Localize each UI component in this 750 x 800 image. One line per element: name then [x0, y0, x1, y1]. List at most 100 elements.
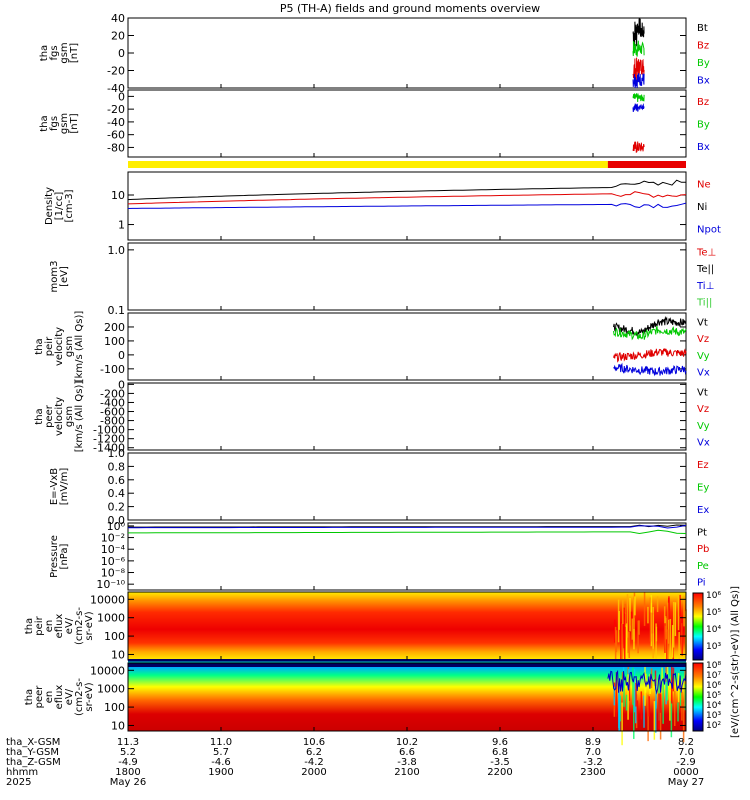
spectrogram-streak — [674, 691, 676, 726]
legend-Te||: Te|| — [696, 264, 714, 275]
panel-frame — [127, 382, 687, 451]
panel-4: 10 1 Density [1/cc] [cm-3] Ne Ni Npot — [44, 171, 721, 241]
y-axis-label: eV/ — [64, 617, 75, 634]
series-Pi — [128, 524, 687, 529]
y-axis-label: Pressure — [49, 535, 60, 578]
legend-Pi: Pi — [697, 578, 706, 589]
legend-Vy: Vy — [697, 351, 710, 362]
y-tick-label: 10 — [111, 719, 125, 732]
y-axis-label: peir — [44, 336, 55, 356]
legend-Ez: Ez — [697, 460, 709, 471]
spectrogram-streak — [633, 669, 636, 713]
spectrogram-streak — [623, 613, 626, 661]
spectrogram-streak — [672, 601, 675, 648]
spectrogram-streak — [679, 691, 682, 706]
series-By — [632, 93, 645, 103]
x-tick-label: 8.2 — [678, 737, 694, 748]
spectrogram-streak — [662, 677, 664, 724]
series-By — [632, 40, 645, 57]
legend-Ey: Ey — [697, 483, 709, 494]
x-tick-label: May 27 — [668, 777, 705, 788]
y-axis-label: tha — [34, 338, 45, 354]
spectrogram-streak — [614, 626, 617, 672]
y-tick-label: 0.6 — [108, 474, 126, 487]
y-tick-label: 1000 — [97, 612, 125, 625]
x-tick-label: 9.6 — [492, 737, 508, 748]
colorbar-tick: 10⁴ — [706, 625, 721, 635]
y-axis-label: tha — [24, 618, 35, 634]
spectrogram-streak — [667, 629, 669, 676]
spectrogram-streak — [617, 599, 620, 643]
colorbar-tick: 10⁶ — [706, 591, 721, 601]
spectrogram-streak — [648, 696, 650, 717]
spectrogram-streak — [655, 626, 658, 642]
series-Npot — [127, 202, 687, 209]
spectrogram-streak — [674, 602, 677, 637]
x-tick-label: 10.2 — [396, 737, 418, 748]
y-tick-label: -1200 — [93, 433, 125, 446]
y-axis-label: peir — [34, 615, 45, 635]
y-axis-label: mom3 — [49, 261, 60, 293]
legend-Pb: Pb — [697, 544, 709, 555]
y-axis-label: en — [44, 691, 55, 704]
colorbar-tick: 10⁸ — [706, 661, 721, 671]
y-tick-label: 0.8 — [108, 460, 126, 473]
series-Bz — [632, 57, 645, 84]
x-tick-label: 2000 — [301, 767, 326, 778]
x-tick-label: -2.9 — [676, 757, 696, 768]
y-axis-label: eV/ — [64, 688, 75, 705]
spectrogram-streak — [628, 631, 631, 659]
y-axis-label: velocity — [54, 327, 65, 366]
spectrogram-streak — [656, 596, 659, 613]
x-tick-label: 11.3 — [117, 737, 139, 748]
y-tick-label: -600 — [100, 406, 125, 419]
legend-Ex: Ex — [697, 505, 709, 516]
legend-Bx: Bx — [697, 142, 710, 153]
spectrogram-streak — [620, 622, 622, 662]
y-axis-label: [mV/m] — [59, 468, 70, 506]
status-bar-segment-2 — [607, 161, 686, 168]
x-tick-label: 2300 — [580, 767, 605, 778]
y-axis-label: gsm — [59, 42, 70, 63]
y-tick-label: -400 — [100, 396, 125, 409]
spectrogram-streak — [615, 672, 618, 717]
y-axis-label: fgs — [49, 116, 60, 131]
panel-3 — [128, 161, 686, 168]
x-tick-label: 7.0 — [678, 747, 694, 758]
series-Vz — [613, 348, 687, 363]
y-tick-label: 10000 — [90, 593, 125, 606]
spectrogram-trace — [607, 669, 687, 695]
y-axis-label: en — [44, 620, 55, 633]
spectrogram-streak — [683, 596, 685, 627]
x-tick-label: 6.6 — [399, 747, 415, 758]
spectrogram-streak — [621, 702, 623, 746]
spectrogram-streak — [677, 702, 679, 722]
legend-Ti||: Ti|| — [696, 298, 712, 309]
x-tick-label: 2200 — [487, 767, 512, 778]
y-axis-label: eflux — [54, 614, 65, 639]
spectrogram-streak — [629, 597, 631, 632]
spectrogram-streak — [632, 667, 634, 705]
spectrogram-streak — [658, 693, 660, 730]
y-axis-label: [km/s (All Qs)] — [74, 381, 85, 453]
legend-Pe: Pe — [697, 561, 709, 572]
x-tick-label: 0000 — [673, 767, 698, 778]
y-axis-label: gsm — [59, 113, 70, 134]
spectrogram-streak — [635, 682, 637, 707]
x-tick-label: -4.6 — [211, 757, 231, 768]
spectrogram-streak — [671, 625, 674, 658]
y-tick-label: 0.4 — [108, 487, 126, 500]
panel-2: 0-20-40-60-80 tha fgs gsm [nT] Bz By Bx — [39, 89, 710, 158]
series-Vt — [613, 315, 687, 337]
x-tick-label: 11.0 — [210, 737, 232, 748]
y-axis-label: [km/s (All Qs)] — [74, 311, 85, 383]
spectrogram-streak — [650, 602, 653, 647]
x-tick-label: -4.2 — [304, 757, 324, 768]
spectrogram-streak — [684, 684, 687, 711]
legend-By: By — [697, 120, 710, 131]
spectrogram-streak — [645, 673, 647, 688]
legend-Pt: Pt — [697, 527, 707, 538]
